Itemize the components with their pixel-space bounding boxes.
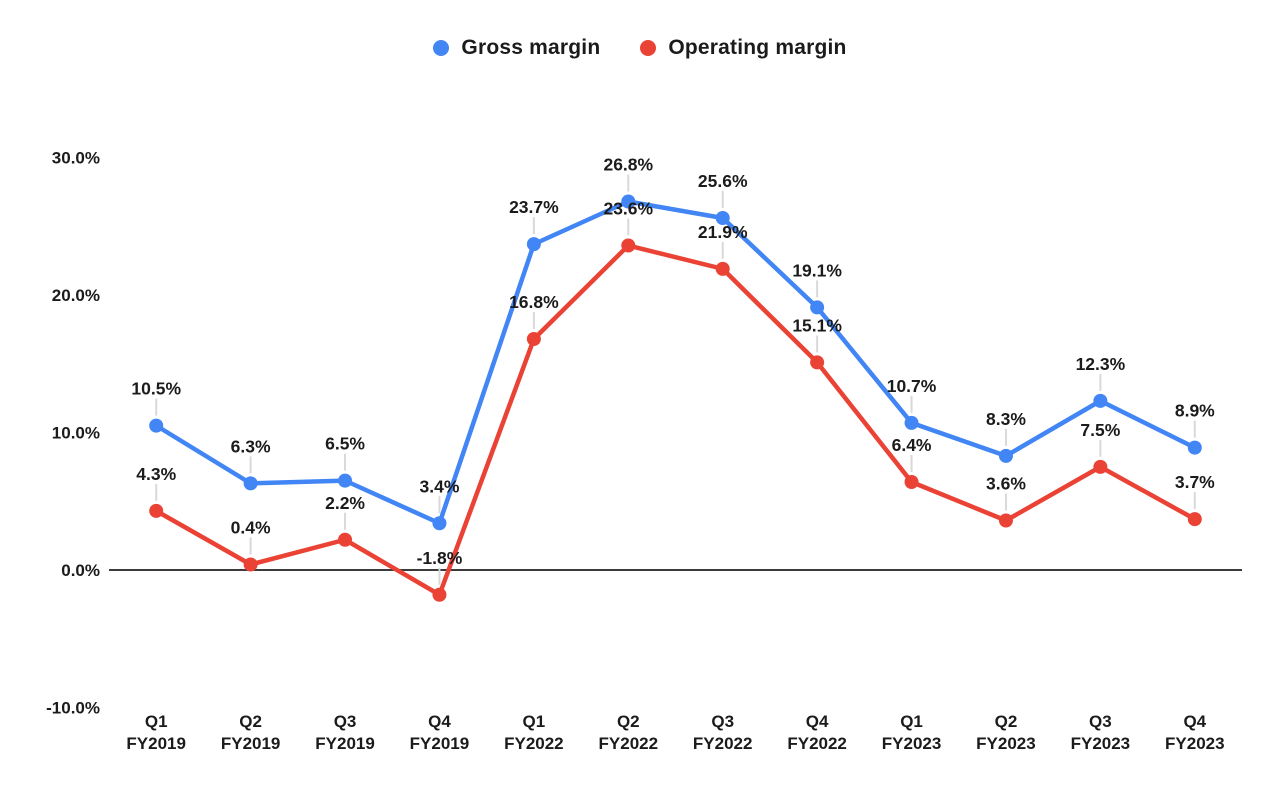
x-axis-category-label: Q2 FY2019: [221, 712, 281, 753]
data-point-label-gross-margin: 26.8%: [603, 155, 653, 175]
series-line-operating-margin: [153, 243, 1198, 597]
x-axis-category-label: Q4 FY2023: [1165, 712, 1225, 753]
y-axis-tick-label: 10.0%: [52, 424, 100, 443]
data-point-label-gross-margin: 10.7%: [887, 376, 937, 396]
x-axis-category-label: Q1 FY2023: [882, 712, 942, 753]
data-point-operating-margin: [621, 238, 636, 253]
chart-legend: Gross margin Operating margin: [0, 36, 1280, 60]
data-point-label-operating-margin: 21.9%: [698, 222, 748, 242]
data-point-label-operating-margin: 7.5%: [1080, 420, 1120, 440]
data-point-gross-margin: [338, 473, 353, 488]
data-point-operating-margin: [1093, 459, 1108, 474]
data-point-operating-margin: [1187, 512, 1202, 527]
data-point-label-gross-margin: 23.7%: [509, 197, 559, 217]
data-point-operating-margin: [432, 587, 447, 602]
data-point-label-operating-margin: 16.8%: [509, 292, 559, 312]
data-point-label-operating-margin: 3.7%: [1175, 472, 1215, 492]
data-point-gross-margin: [243, 476, 258, 491]
data-point-label-gross-margin: 25.6%: [698, 171, 748, 191]
data-point-label-operating-margin: -1.8%: [417, 548, 463, 568]
data-point-label-operating-margin: 3.6%: [986, 474, 1026, 494]
x-axis-category-label: Q3 FY2019: [315, 712, 375, 753]
data-point-operating-margin: [338, 532, 353, 547]
x-axis-category-label: Q2 FY2022: [599, 712, 659, 753]
y-axis-tick-label: -10.0%: [46, 699, 100, 718]
data-point-operating-margin: [526, 332, 541, 346]
x-axis-category-label: Q4 FY2022: [787, 712, 847, 753]
data-point-label-gross-margin: 3.4%: [420, 476, 460, 496]
data-point-gross-margin: [432, 516, 447, 531]
y-axis-tick-label: 30.0%: [52, 149, 100, 168]
series-line-gross-margin: [153, 199, 1198, 526]
data-point-gross-margin: [1093, 393, 1108, 408]
data-point-label-operating-margin: 15.1%: [792, 315, 842, 335]
data-point-label-operating-margin: 6.4%: [892, 435, 932, 455]
data-point-gross-margin: [998, 448, 1013, 463]
legend-label-gross-margin: Gross margin: [461, 36, 601, 59]
data-point-operating-margin: [243, 557, 258, 572]
data-point-operating-margin: [998, 513, 1013, 528]
data-point-operating-margin: [904, 475, 919, 489]
x-axis-category-label: Q4 FY2019: [410, 712, 470, 753]
legend-item-gross-margin: Gross margin: [433, 36, 600, 60]
y-axis-tick-label: 0.0%: [61, 561, 100, 580]
data-point-gross-margin: [715, 211, 730, 225]
operating-margin-dot-icon: [640, 40, 657, 56]
data-point-label-gross-margin: 8.3%: [986, 409, 1026, 429]
data-point-gross-margin: [621, 194, 636, 209]
data-point-gross-margin: [1187, 440, 1202, 455]
data-point-label-gross-margin: 6.3%: [231, 436, 271, 456]
x-axis-category-label: Q1 FY2022: [504, 712, 564, 753]
data-point-gross-margin: [149, 418, 164, 433]
data-point-operating-margin: [810, 355, 825, 370]
data-point-label-gross-margin: 19.1%: [792, 260, 842, 280]
data-point-label-gross-margin: 6.5%: [325, 434, 365, 454]
data-point-label-gross-margin: 12.3%: [1076, 354, 1126, 374]
data-point-label-gross-margin: 8.9%: [1175, 401, 1215, 421]
data-point-label-operating-margin: 2.2%: [325, 493, 365, 513]
x-axis-category-label: Q3 FY2023: [1071, 712, 1131, 753]
legend-item-operating-margin: Operating margin: [640, 36, 846, 60]
data-point-label-operating-margin: 4.3%: [136, 464, 176, 484]
data-point-gross-margin: [526, 237, 541, 252]
data-point-gross-margin: [904, 415, 919, 430]
data-point-label-gross-margin: 10.5%: [131, 379, 181, 399]
data-point-operating-margin: [149, 503, 164, 518]
data-point-gross-margin: [810, 300, 825, 315]
y-axis-tick-label: 20.0%: [52, 286, 100, 305]
legend-label-operating-margin: Operating margin: [668, 36, 847, 59]
data-point-label-operating-margin: 23.6%: [603, 199, 653, 219]
gross-margin-dot-icon: [433, 40, 450, 56]
x-axis-category-label: Q1 FY2019: [126, 712, 186, 753]
data-point-operating-margin: [715, 261, 730, 276]
x-axis-category-label: Q2 FY2023: [976, 712, 1036, 753]
data-point-label-operating-margin: 0.4%: [231, 518, 271, 538]
x-axis-category-label: Q3 FY2022: [693, 712, 753, 753]
